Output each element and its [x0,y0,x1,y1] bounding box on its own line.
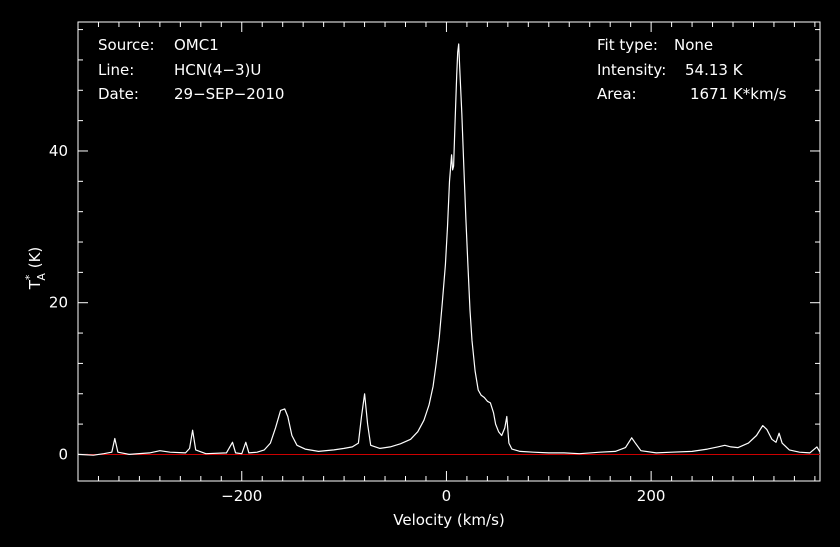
y-axis-label-sup: * [23,274,36,280]
y-tick-label: 40 [49,142,68,160]
y-axis-label-sub: A [35,273,48,281]
y-axis-label-unit: (K) [26,247,44,273]
line-value: HCN(4−3)U [174,61,261,79]
area-key: Area: [597,85,637,103]
x-tick-label: 0 [442,487,452,505]
intensity-key: Intensity: [597,61,666,79]
area-value: 1671 K*km/s [690,85,787,103]
y-tick-label: 0 [58,445,68,463]
source-value: OMC1 [174,36,219,54]
fit-type-value: None [674,36,713,54]
intensity-value: 54.13 K [685,61,744,79]
date-key: Date: [98,85,139,103]
axes: −200 0 200 0 20 40 [49,21,821,505]
x-tick-label: −200 [221,487,262,505]
line-key: Line: [98,61,134,79]
spectrum-line-0 [77,43,821,456]
x-axis-label: Velocity (km/s) [393,511,504,529]
date-value: 29−SEP−2010 [174,85,284,103]
y-axis-label: T*A (K) [23,247,48,291]
info-right: Fit type: None Intensity: 54.13 K Area: … [597,36,787,103]
x-tick-label: 200 [637,487,666,505]
y-tick-label: 20 [49,294,68,312]
series-group [77,43,821,456]
info-left: Source: OMC1 Line: HCN(4−3)U Date: 29−SE… [98,36,284,103]
y-axis-label-main: T [26,279,44,290]
source-key: Source: [98,36,155,54]
fit-type-key: Fit type: [597,36,658,54]
plot-frame [77,21,821,482]
